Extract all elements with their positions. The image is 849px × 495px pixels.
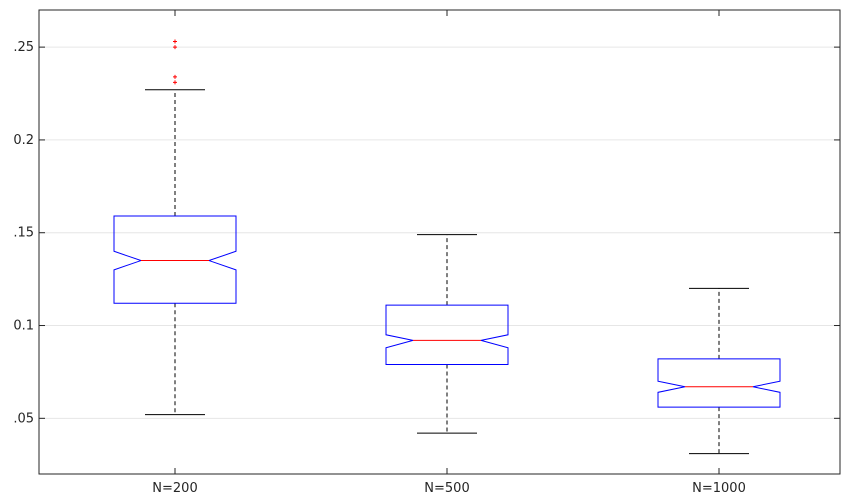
y-tick-label: .25 bbox=[13, 40, 34, 55]
notched-box bbox=[113, 215, 237, 304]
boxes bbox=[113, 39, 781, 455]
y-tick-label: 0.1 bbox=[13, 319, 34, 334]
outlier-point bbox=[173, 80, 177, 85]
notched-box bbox=[385, 304, 509, 365]
notched-box bbox=[657, 358, 781, 408]
x-tick-label: N=200 bbox=[152, 481, 197, 495]
outlier-point bbox=[173, 74, 177, 79]
outlier-point bbox=[173, 45, 177, 50]
y-tick-label: .05 bbox=[13, 411, 34, 426]
axes-frame bbox=[38, 9, 841, 475]
y-tick-label: 0.2 bbox=[13, 133, 34, 148]
grid-lines bbox=[39, 46, 840, 419]
x-tick-label: N=1000 bbox=[692, 481, 746, 495]
x-tick-label: N=500 bbox=[424, 481, 469, 495]
axes: .05 0.1 .15 0.2 .25 N=200 N=500 N=1000 bbox=[13, 9, 841, 495]
y-tick-label: .15 bbox=[13, 226, 34, 241]
outlier-point bbox=[173, 39, 177, 44]
